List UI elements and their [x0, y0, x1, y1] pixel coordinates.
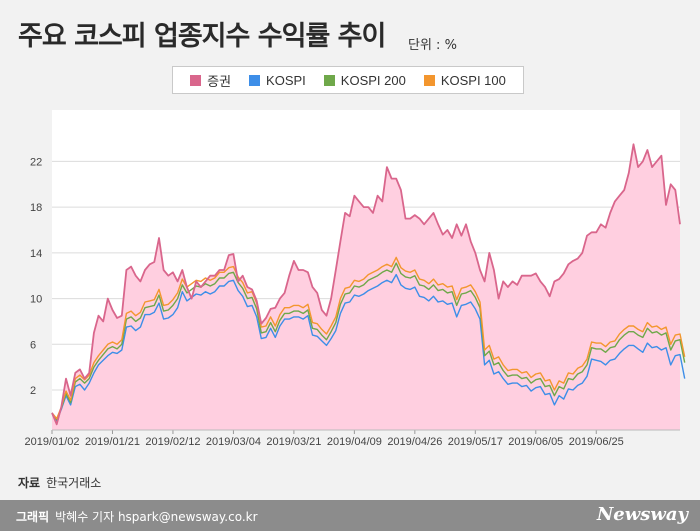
legend-item-kospi200: KOSPI 200	[323, 72, 406, 88]
series-line-kospi200	[51, 262, 686, 421]
legend-item-securities: 증권	[190, 71, 231, 90]
area-securities	[52, 144, 680, 431]
source-label: 자료	[18, 476, 41, 490]
x-axis-ticks: 2019/01/02 2019/01/21 2019/02/12 2019/03/04…	[24, 429, 680, 448]
legend-swatch-kospi200	[323, 74, 335, 86]
credit-text: 박혜수 기자 hspark@newsway.co.kr	[55, 510, 258, 524]
legend-item-kospi: KOSPI	[249, 73, 306, 88]
line-chart: 2 6 10 14 18 22 2019/01/02 2019/01/21 2019/02/1…	[24, 110, 686, 448]
x-tick-label: 2019/06/25	[569, 436, 624, 448]
credit-label: 그래픽	[16, 510, 50, 524]
newsway-logo: Newsway	[596, 504, 688, 525]
x-tick-label: 2019/03/04	[206, 436, 261, 448]
legend-swatch-kospi100	[423, 74, 435, 86]
footer-bar: 그래픽 박혜수 기자 hspark@newsway.co.kr Newsway	[0, 500, 700, 531]
chart-title: 주요 코스피 업종지수 수익률 추이	[18, 21, 386, 52]
source-note: 자료 한국거래소	[18, 474, 101, 491]
legend-label-kospi200: KOSPI 200	[340, 72, 406, 88]
y-axis-ticks: 2 6 10 14 18 22	[30, 156, 42, 397]
x-tick-label: 2019/01/21	[85, 436, 140, 448]
credit-line: 그래픽 박혜수 기자 hspark@newsway.co.kr	[16, 508, 258, 525]
series-line-kospi100	[51, 256, 686, 420]
x-tick-label: 2019/04/26	[387, 436, 442, 448]
legend: 증권 KOSPI KOSPI 200 KOSPI 100	[172, 66, 524, 94]
y-tick-label: 10	[30, 294, 42, 306]
legend-label-securities: 증권	[207, 73, 232, 89]
x-tick-label: 2019/01/02	[24, 436, 79, 448]
series-lines	[51, 143, 686, 426]
series-line-securities	[51, 143, 681, 426]
y-tick-label: 18	[30, 202, 42, 214]
series-line-kospi	[51, 273, 686, 422]
y-tick-label: 14	[30, 248, 42, 260]
x-tick-label: 2019/04/09	[327, 436, 382, 448]
x-tick-label: 2019/06/05	[508, 436, 563, 448]
legend-label-kospi100: KOSPI 100	[440, 72, 506, 88]
legend-label-kospi: KOSPI	[266, 72, 306, 88]
y-tick-label: 22	[30, 156, 42, 168]
unit-label: 단위 : %	[408, 38, 457, 53]
x-tick-label: 2019/02/12	[145, 436, 200, 448]
legend-swatch-kospi	[249, 74, 261, 86]
legend-item-kospi100: KOSPI 100	[423, 72, 506, 88]
source-text: 한국거래소	[46, 476, 102, 490]
legend-swatch-securities	[190, 74, 202, 86]
x-tick-label: 2019/03/21	[266, 436, 321, 448]
y-tick-label: 6	[30, 339, 36, 351]
x-tick-label: 2019/05/17	[448, 436, 503, 448]
y-tick-label: 2	[30, 385, 36, 397]
area-layer	[52, 144, 680, 431]
